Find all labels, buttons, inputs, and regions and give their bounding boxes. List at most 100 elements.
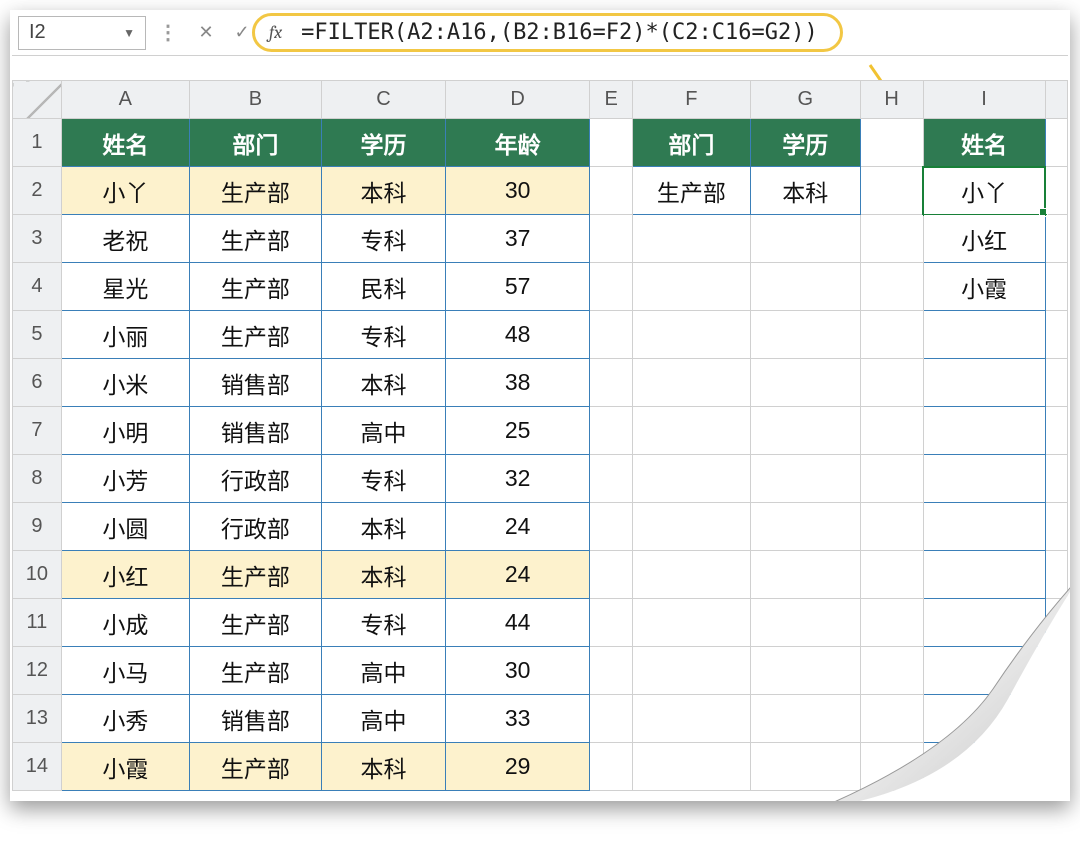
cell-F7[interactable] bbox=[632, 407, 750, 455]
cell-J13[interactable] bbox=[1045, 695, 1067, 743]
cell-H3[interactable] bbox=[860, 215, 923, 263]
row-header-5[interactable]: 5 bbox=[13, 311, 62, 359]
name-box-dropdown-icon[interactable]: ▼ bbox=[123, 26, 135, 40]
row-header-9[interactable]: 9 bbox=[13, 503, 62, 551]
cell-A3[interactable]: 老祝 bbox=[61, 215, 189, 263]
cell-D3[interactable]: 37 bbox=[445, 215, 589, 263]
cell-E8[interactable] bbox=[590, 455, 633, 503]
cell-A7[interactable]: 小明 bbox=[61, 407, 189, 455]
cell-E10[interactable] bbox=[590, 551, 633, 599]
cell-C3[interactable]: 专科 bbox=[321, 215, 445, 263]
cell-F5[interactable] bbox=[632, 311, 750, 359]
cell-C6[interactable]: 本科 bbox=[321, 359, 445, 407]
spreadsheet-grid[interactable]: A B C D E F G H I 1姓名部门学历年龄部门学历姓名2小丫生产部本… bbox=[12, 80, 1068, 791]
cell-H10[interactable] bbox=[860, 551, 923, 599]
cancel-icon[interactable]: ✕ bbox=[191, 22, 221, 43]
cell-B9[interactable]: 行政部 bbox=[189, 503, 321, 551]
cell-A2[interactable]: 小丫 bbox=[61, 167, 189, 215]
cell-B6[interactable]: 销售部 bbox=[189, 359, 321, 407]
col-header-B[interactable]: B bbox=[189, 81, 321, 119]
cell-B4[interactable]: 生产部 bbox=[189, 263, 321, 311]
cell-F9[interactable] bbox=[632, 503, 750, 551]
cell-F12[interactable] bbox=[632, 647, 750, 695]
cell-H1[interactable] bbox=[860, 119, 923, 167]
row-header-14[interactable]: 14 bbox=[13, 743, 62, 791]
cell-I8[interactable] bbox=[923, 455, 1045, 503]
cell-A1[interactable]: 姓名 bbox=[61, 119, 189, 167]
cell-J4[interactable] bbox=[1045, 263, 1067, 311]
cell-E13[interactable] bbox=[590, 695, 633, 743]
cell-H9[interactable] bbox=[860, 503, 923, 551]
cell-B11[interactable]: 生产部 bbox=[189, 599, 321, 647]
cell-A11[interactable]: 小成 bbox=[61, 599, 189, 647]
row-header-4[interactable]: 4 bbox=[13, 263, 62, 311]
cell-F11[interactable] bbox=[632, 599, 750, 647]
cell-B1[interactable]: 部门 bbox=[189, 119, 321, 167]
cell-D10[interactable]: 24 bbox=[445, 551, 589, 599]
cell-B3[interactable]: 生产部 bbox=[189, 215, 321, 263]
formula-input[interactable]: =FILTER(A2:A16,(B2:B16=F2)*(C2:C16=G2)) bbox=[252, 13, 843, 52]
row-header-7[interactable]: 7 bbox=[13, 407, 62, 455]
cell-E14[interactable] bbox=[590, 743, 633, 791]
cell-E1[interactable] bbox=[590, 119, 633, 167]
cell-F14[interactable] bbox=[632, 743, 750, 791]
cell-D7[interactable]: 25 bbox=[445, 407, 589, 455]
cell-H11[interactable] bbox=[860, 599, 923, 647]
cell-A13[interactable]: 小秀 bbox=[61, 695, 189, 743]
cell-H2[interactable] bbox=[860, 167, 923, 215]
cell-H12[interactable] bbox=[860, 647, 923, 695]
cell-I1[interactable]: 姓名 bbox=[923, 119, 1045, 167]
cell-C10[interactable]: 本科 bbox=[321, 551, 445, 599]
row-header-12[interactable]: 12 bbox=[13, 647, 62, 695]
cell-E12[interactable] bbox=[590, 647, 633, 695]
cell-D5[interactable]: 48 bbox=[445, 311, 589, 359]
cell-B14[interactable]: 生产部 bbox=[189, 743, 321, 791]
row-header-10[interactable]: 10 bbox=[13, 551, 62, 599]
cell-C7[interactable]: 高中 bbox=[321, 407, 445, 455]
cell-F1[interactable]: 部门 bbox=[632, 119, 750, 167]
cell-E5[interactable] bbox=[590, 311, 633, 359]
cell-D8[interactable]: 32 bbox=[445, 455, 589, 503]
row-header-1[interactable]: 1 bbox=[13, 119, 62, 167]
cell-H8[interactable] bbox=[860, 455, 923, 503]
cell-E11[interactable] bbox=[590, 599, 633, 647]
cell-G11[interactable] bbox=[750, 599, 860, 647]
col-header-H[interactable]: H bbox=[860, 81, 923, 119]
cell-I12[interactable] bbox=[923, 647, 1045, 695]
cell-A12[interactable]: 小马 bbox=[61, 647, 189, 695]
cell-J2[interactable] bbox=[1045, 167, 1067, 215]
cell-A4[interactable]: 星光 bbox=[61, 263, 189, 311]
cell-C2[interactable]: 本科 bbox=[321, 167, 445, 215]
cell-D6[interactable]: 38 bbox=[445, 359, 589, 407]
cell-F2[interactable]: 生产部 bbox=[632, 167, 750, 215]
cell-G9[interactable] bbox=[750, 503, 860, 551]
cell-D12[interactable]: 30 bbox=[445, 647, 589, 695]
cell-G4[interactable] bbox=[750, 263, 860, 311]
cell-B8[interactable]: 行政部 bbox=[189, 455, 321, 503]
cell-D2[interactable]: 30 bbox=[445, 167, 589, 215]
cell-I6[interactable] bbox=[923, 359, 1045, 407]
cell-J12[interactable] bbox=[1045, 647, 1067, 695]
cell-D1[interactable]: 年龄 bbox=[445, 119, 589, 167]
cell-C11[interactable]: 专科 bbox=[321, 599, 445, 647]
cell-E2[interactable] bbox=[590, 167, 633, 215]
cell-H14[interactable] bbox=[860, 743, 923, 791]
cell-J11[interactable] bbox=[1045, 599, 1067, 647]
cell-A8[interactable]: 小芳 bbox=[61, 455, 189, 503]
cell-I7[interactable] bbox=[923, 407, 1045, 455]
cell-I13[interactable] bbox=[923, 695, 1045, 743]
col-header-C[interactable]: C bbox=[321, 81, 445, 119]
cell-J3[interactable] bbox=[1045, 215, 1067, 263]
cell-I9[interactable] bbox=[923, 503, 1045, 551]
col-header-tail[interactable] bbox=[1045, 81, 1067, 119]
cell-B2[interactable]: 生产部 bbox=[189, 167, 321, 215]
cell-E7[interactable] bbox=[590, 407, 633, 455]
cell-G3[interactable] bbox=[750, 215, 860, 263]
cell-C8[interactable]: 专科 bbox=[321, 455, 445, 503]
cell-F13[interactable] bbox=[632, 695, 750, 743]
cell-J7[interactable] bbox=[1045, 407, 1067, 455]
cell-G13[interactable] bbox=[750, 695, 860, 743]
cell-C13[interactable]: 高中 bbox=[321, 695, 445, 743]
cell-A10[interactable]: 小红 bbox=[61, 551, 189, 599]
cell-H6[interactable] bbox=[860, 359, 923, 407]
